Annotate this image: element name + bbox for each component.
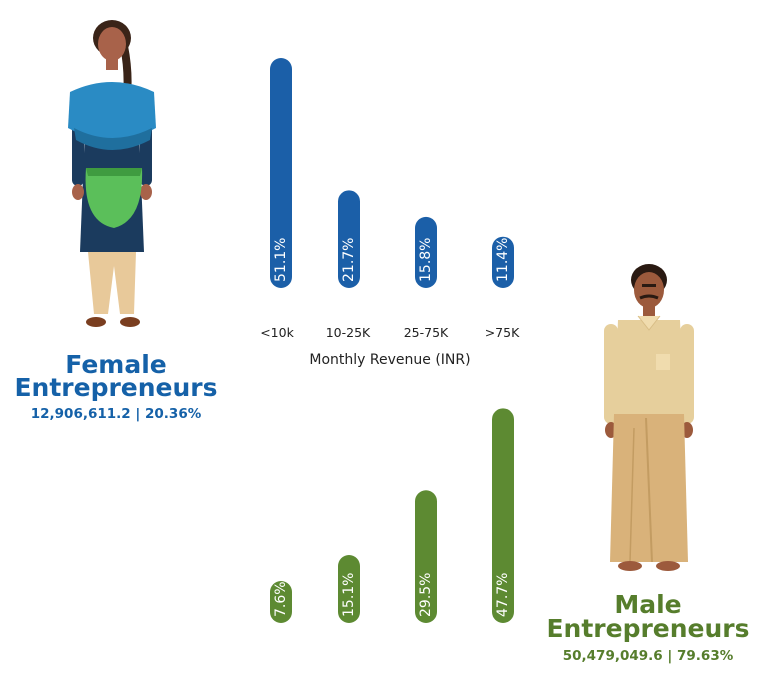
x-axis-title: Monthly Revenue (INR)	[309, 352, 471, 368]
female-bar	[492, 236, 514, 288]
female-bar	[338, 190, 360, 288]
male-bar	[338, 555, 360, 623]
female-stats: 12,906,611.2 | 20.36%	[30, 406, 202, 422]
male-title-line1: Male	[614, 590, 682, 619]
female-bar-label: 11.4%	[495, 238, 511, 282]
male-bar	[415, 490, 437, 623]
category-label: 10-25K	[325, 325, 371, 340]
male-stats: 50,479,049.6 | 79.63%	[562, 648, 734, 664]
category-label: <10k	[260, 325, 294, 340]
male-bar	[492, 408, 514, 623]
male-bar	[270, 581, 292, 623]
male-bar-label: 7.6%	[273, 581, 289, 617]
male-bar-label: 47.7%	[495, 573, 511, 617]
female-bar	[415, 216, 437, 288]
female-bar	[270, 58, 292, 288]
male-bar-label: 29.5%	[418, 573, 434, 617]
female-title-line2: Entrepreneurs	[14, 373, 218, 402]
male-bar-label: 15.1%	[341, 573, 357, 617]
female-bar-label: 51.1%	[273, 238, 289, 282]
female-bar-label: 21.7%	[341, 238, 357, 282]
male-title-line2: Entrepreneurs	[546, 614, 750, 643]
category-label: 25-75K	[403, 325, 449, 340]
female-bar-label: 15.8%	[418, 238, 434, 282]
category-label: >75K	[484, 325, 520, 340]
female-title-line1: Female	[65, 350, 167, 379]
woman-figure-icon	[68, 20, 156, 327]
man-figure-icon	[604, 264, 694, 571]
